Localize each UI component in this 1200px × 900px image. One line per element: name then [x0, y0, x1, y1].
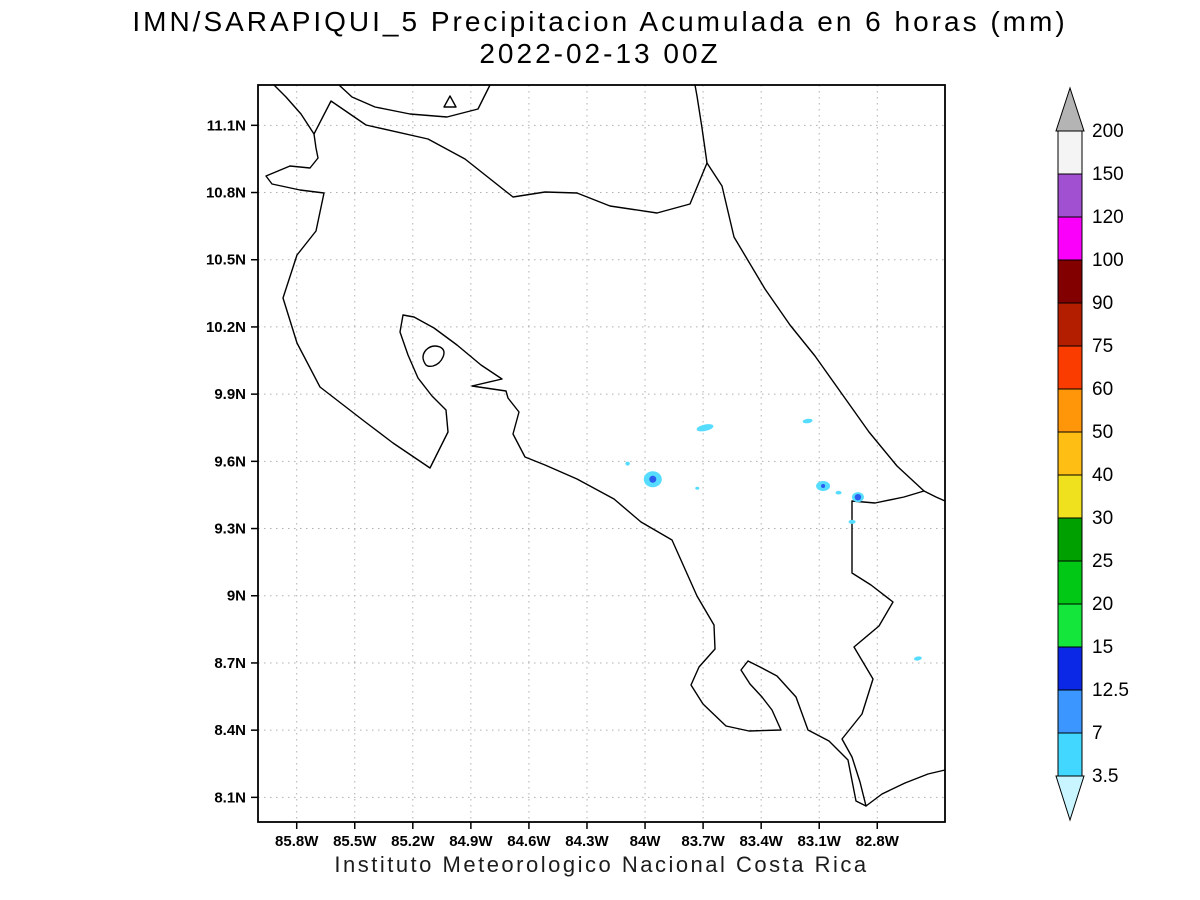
- coastline-layer: [265, 84, 946, 807]
- colorbar-label: 200: [1092, 121, 1124, 142]
- grid-layer: [258, 85, 945, 822]
- colorbar-top-arrow: [1055, 86, 1085, 132]
- colorbar-label: 25: [1092, 551, 1113, 572]
- colorbar-label: 40: [1092, 465, 1113, 486]
- x-tick-label: 82.8W: [856, 833, 900, 850]
- colorbar-label: 3.5: [1092, 766, 1118, 787]
- colorbar-label: 100: [1092, 250, 1124, 271]
- y-tick-label: 11.1N: [207, 117, 246, 134]
- colorbar-segment: [1057, 388, 1083, 433]
- y-tick-label: 9.9N: [214, 386, 246, 403]
- colorbar-label: 7: [1092, 723, 1103, 744]
- plot-frame: [257, 84, 946, 823]
- y-tick-label: 10.2N: [206, 319, 246, 336]
- costa-rica-outline: [265, 100, 925, 807]
- colorbar-label: 75: [1092, 336, 1113, 357]
- colorbar-segment: [1057, 646, 1083, 691]
- colorbar-label: 150: [1092, 164, 1124, 185]
- precipitation-spot-core: [649, 475, 657, 483]
- y-tick-label: 9.3N: [214, 521, 246, 538]
- colorbar-label: 60: [1092, 379, 1113, 400]
- figure-subtitle: 2022-02-13 00Z: [479, 38, 721, 69]
- precipitation-spot: [835, 490, 842, 495]
- colorbar-segment: [1057, 474, 1083, 519]
- precipitation-spot: [848, 519, 856, 524]
- axis-ticks-layer: [251, 124, 879, 829]
- colorbar-segment: [1057, 216, 1083, 261]
- precipitation-spot-core: [821, 483, 826, 488]
- precipitation-spot: [913, 656, 922, 661]
- axis-labels-layer: 85.8W 85.5W 85.2W 84.9W 84.6W 84.3W 84W 83.7W 83…: [206, 117, 900, 850]
- colorbar-label: 120: [1092, 207, 1124, 228]
- nicaragua-caribbean-coastline: [694, 84, 708, 164]
- x-tick-label: 84.6W: [507, 833, 551, 850]
- colorbar-segment: [1057, 560, 1083, 605]
- colorbar-bottom-arrow: [1055, 775, 1085, 822]
- precipitation-spot: [802, 418, 813, 424]
- y-tick-label: 10.8N: [206, 185, 246, 202]
- lake-island-contour: [443, 95, 457, 108]
- x-tick-label: 84.3W: [565, 833, 609, 850]
- footer-caption: Instituto Meteorologico Nacional Costa R…: [334, 852, 869, 877]
- precipitation-spot: [695, 486, 700, 490]
- colorbar-segment: [1057, 173, 1083, 218]
- colorbar-label: 20: [1092, 594, 1113, 615]
- colorbar-segment: [1057, 517, 1083, 562]
- x-tick-label: 83.4W: [739, 833, 783, 850]
- colorbar-segment: [1057, 603, 1083, 648]
- colorbar-label: 15: [1092, 637, 1113, 658]
- precipitation-spot: [625, 461, 630, 466]
- colorbar-segment: [1057, 345, 1083, 390]
- colorbar-segment: [1057, 431, 1083, 476]
- colorbar-segment: [1057, 689, 1083, 734]
- nicaragua-pacific-coastline: [273, 84, 315, 135]
- colorbar-label: 90: [1092, 293, 1113, 314]
- y-tick-label: 10.5N: [206, 252, 246, 269]
- x-tick-label: 84.9W: [449, 833, 493, 850]
- colorbar-segment: [1057, 732, 1083, 777]
- colorbar-label: 12.5: [1092, 680, 1129, 701]
- panama-caribbean-coastline: [923, 490, 946, 502]
- lake-nicaragua-shoreline: [338, 84, 491, 118]
- colorbar-segment: [1057, 302, 1083, 347]
- x-tick-label: 83.7W: [681, 833, 725, 850]
- y-tick-label: 8.7N: [214, 655, 246, 672]
- y-tick-label: 8.4N: [214, 722, 246, 739]
- y-tick-label: 9N: [227, 588, 246, 605]
- colorbar-segment: [1057, 259, 1083, 304]
- precipitation-spot: [696, 424, 714, 432]
- colorbar-label: 30: [1092, 508, 1113, 529]
- panama-pacific-coastline: [865, 769, 946, 807]
- x-tick-label: 85.5W: [333, 833, 377, 850]
- precipitation-spots-layer: [625, 418, 922, 661]
- x-tick-label: 85.8W: [275, 833, 319, 850]
- y-tick-label: 8.1N: [214, 789, 246, 806]
- precipitation-spot-core: [854, 493, 862, 501]
- x-tick-label: 84W: [630, 833, 662, 850]
- chira-island-contour: [422, 345, 445, 368]
- figure-title: IMN/SARAPIQUI_5 Precipitacion Acumulada …: [132, 6, 1068, 37]
- colorbar-label: 50: [1092, 422, 1113, 443]
- colorbar-segment: [1057, 130, 1083, 175]
- x-tick-label: 83.1W: [798, 833, 842, 850]
- y-tick-label: 9.6N: [214, 453, 246, 470]
- colorbar: 200 150 120 100 90 75 60 50 40 30 25 20 15 12.5 7 3.5: [1055, 86, 1129, 822]
- x-tick-label: 85.2W: [391, 833, 435, 850]
